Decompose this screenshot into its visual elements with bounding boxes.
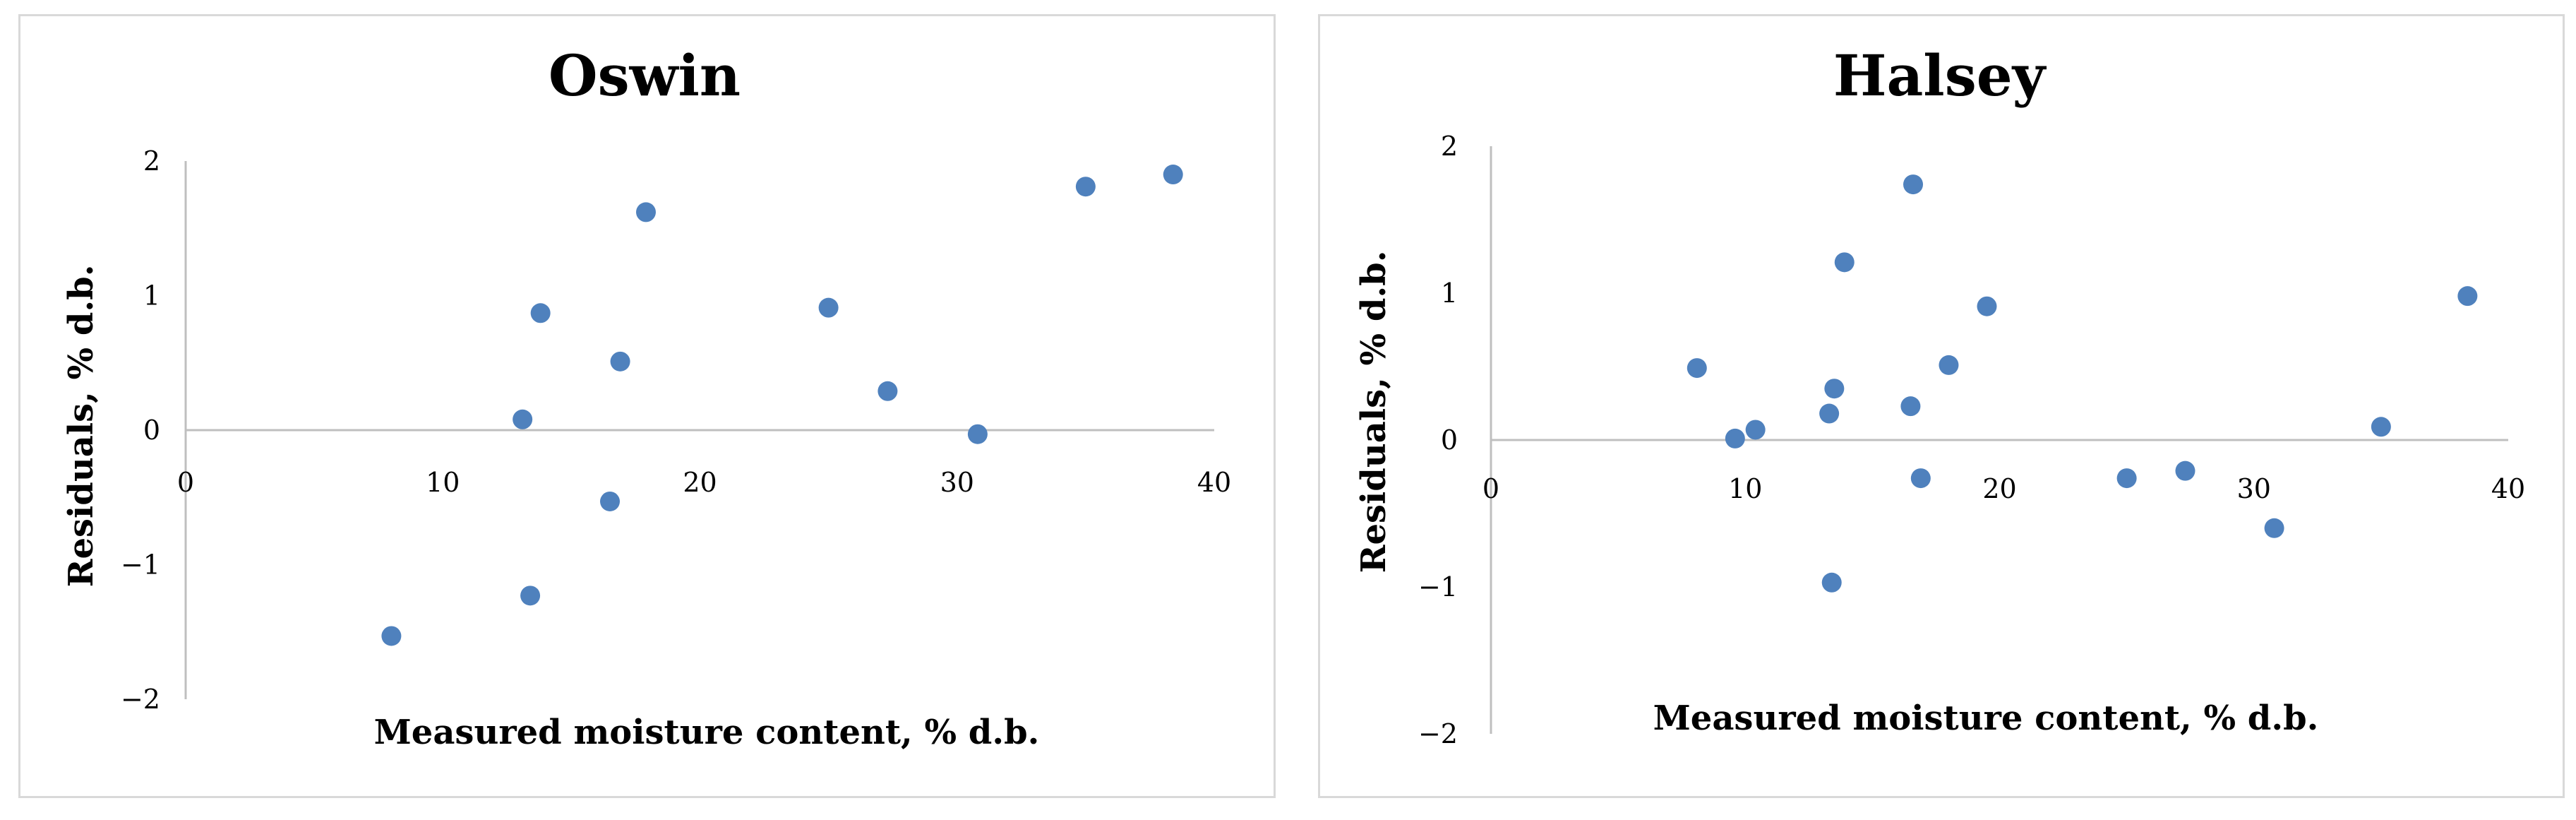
data-point: [818, 297, 839, 318]
data-point: [1977, 296, 1997, 316]
data-point: [1910, 468, 1931, 489]
x-tick-label: 30: [940, 467, 974, 498]
data-point: [1903, 174, 1924, 195]
data-point: [1900, 396, 1921, 417]
data-point: [877, 381, 898, 401]
x-tick-label: 10: [426, 467, 460, 498]
data-point: [1819, 403, 1840, 424]
x-tick-label: 20: [683, 467, 717, 498]
x-tick-label: 40: [2491, 473, 2525, 504]
y-tick-label: 0: [1441, 424, 1458, 456]
x-tick-label: 30: [2237, 473, 2271, 504]
data-point: [1687, 358, 1707, 379]
data-point: [600, 491, 621, 511]
data-point: [530, 303, 551, 323]
oswin-scatter-plot: Oswin Residuals, % d.b. Measured moistur…: [61, 42, 1231, 752]
x-tick-label: 10: [1728, 473, 1762, 504]
y-tick-label: 2: [1441, 131, 1458, 162]
x-tick-label: 0: [177, 467, 194, 498]
x-tick-label: 20: [1982, 473, 2016, 504]
y-tick-label: −2: [121, 684, 160, 715]
data-point: [967, 424, 988, 444]
x-axis-title: Measured moisture content, % d.b.: [1653, 699, 2319, 738]
data-point: [2264, 518, 2284, 538]
data-point: [1834, 252, 1855, 273]
x-axis-title: Measured moisture content, % d.b.: [374, 713, 1040, 752]
chart-title: Halsey: [1833, 42, 2047, 109]
data-point: [2457, 286, 2478, 307]
data-point: [2116, 468, 2137, 489]
data-point: [1075, 177, 1096, 197]
data-point: [520, 586, 541, 606]
x-tick-label: 0: [1482, 473, 1499, 504]
data-point: [1821, 572, 1842, 593]
data-point: [1725, 428, 1745, 448]
y-tick-label: −1: [1418, 571, 1458, 602]
chart-panel-halsey: Halsey Residuals, % d.b. Measured moistu…: [1318, 14, 2565, 798]
data-point: [1163, 165, 1183, 185]
data-point: [636, 202, 657, 222]
data-point: [1939, 355, 1959, 375]
y-axis-title: Residuals, % d.b.: [1354, 251, 1394, 574]
data-point: [610, 351, 630, 372]
chart-title: Oswin: [549, 42, 741, 109]
data-point: [2175, 460, 2195, 481]
halsey-scatter-plot: Halsey Residuals, % d.b. Measured moistu…: [1354, 42, 2525, 749]
y-tick-label: 2: [143, 145, 160, 177]
y-tick-label: 1: [143, 280, 160, 311]
y-axis-title: Residuals, % d.b.: [61, 265, 101, 588]
y-tick-label: −1: [121, 549, 160, 581]
y-tick-label: 0: [143, 415, 160, 446]
y-tick-label: −2: [1418, 718, 1458, 749]
data-point: [1824, 379, 1845, 399]
data-point: [381, 626, 402, 646]
data-point: [513, 409, 533, 429]
data-point: [2371, 417, 2391, 437]
data-point: [1745, 420, 1766, 440]
x-tick-label: 40: [1197, 467, 1231, 498]
y-tick-label: 1: [1441, 278, 1458, 309]
chart-panel-oswin: Oswin Residuals, % d.b. Measured moistur…: [18, 14, 1276, 798]
